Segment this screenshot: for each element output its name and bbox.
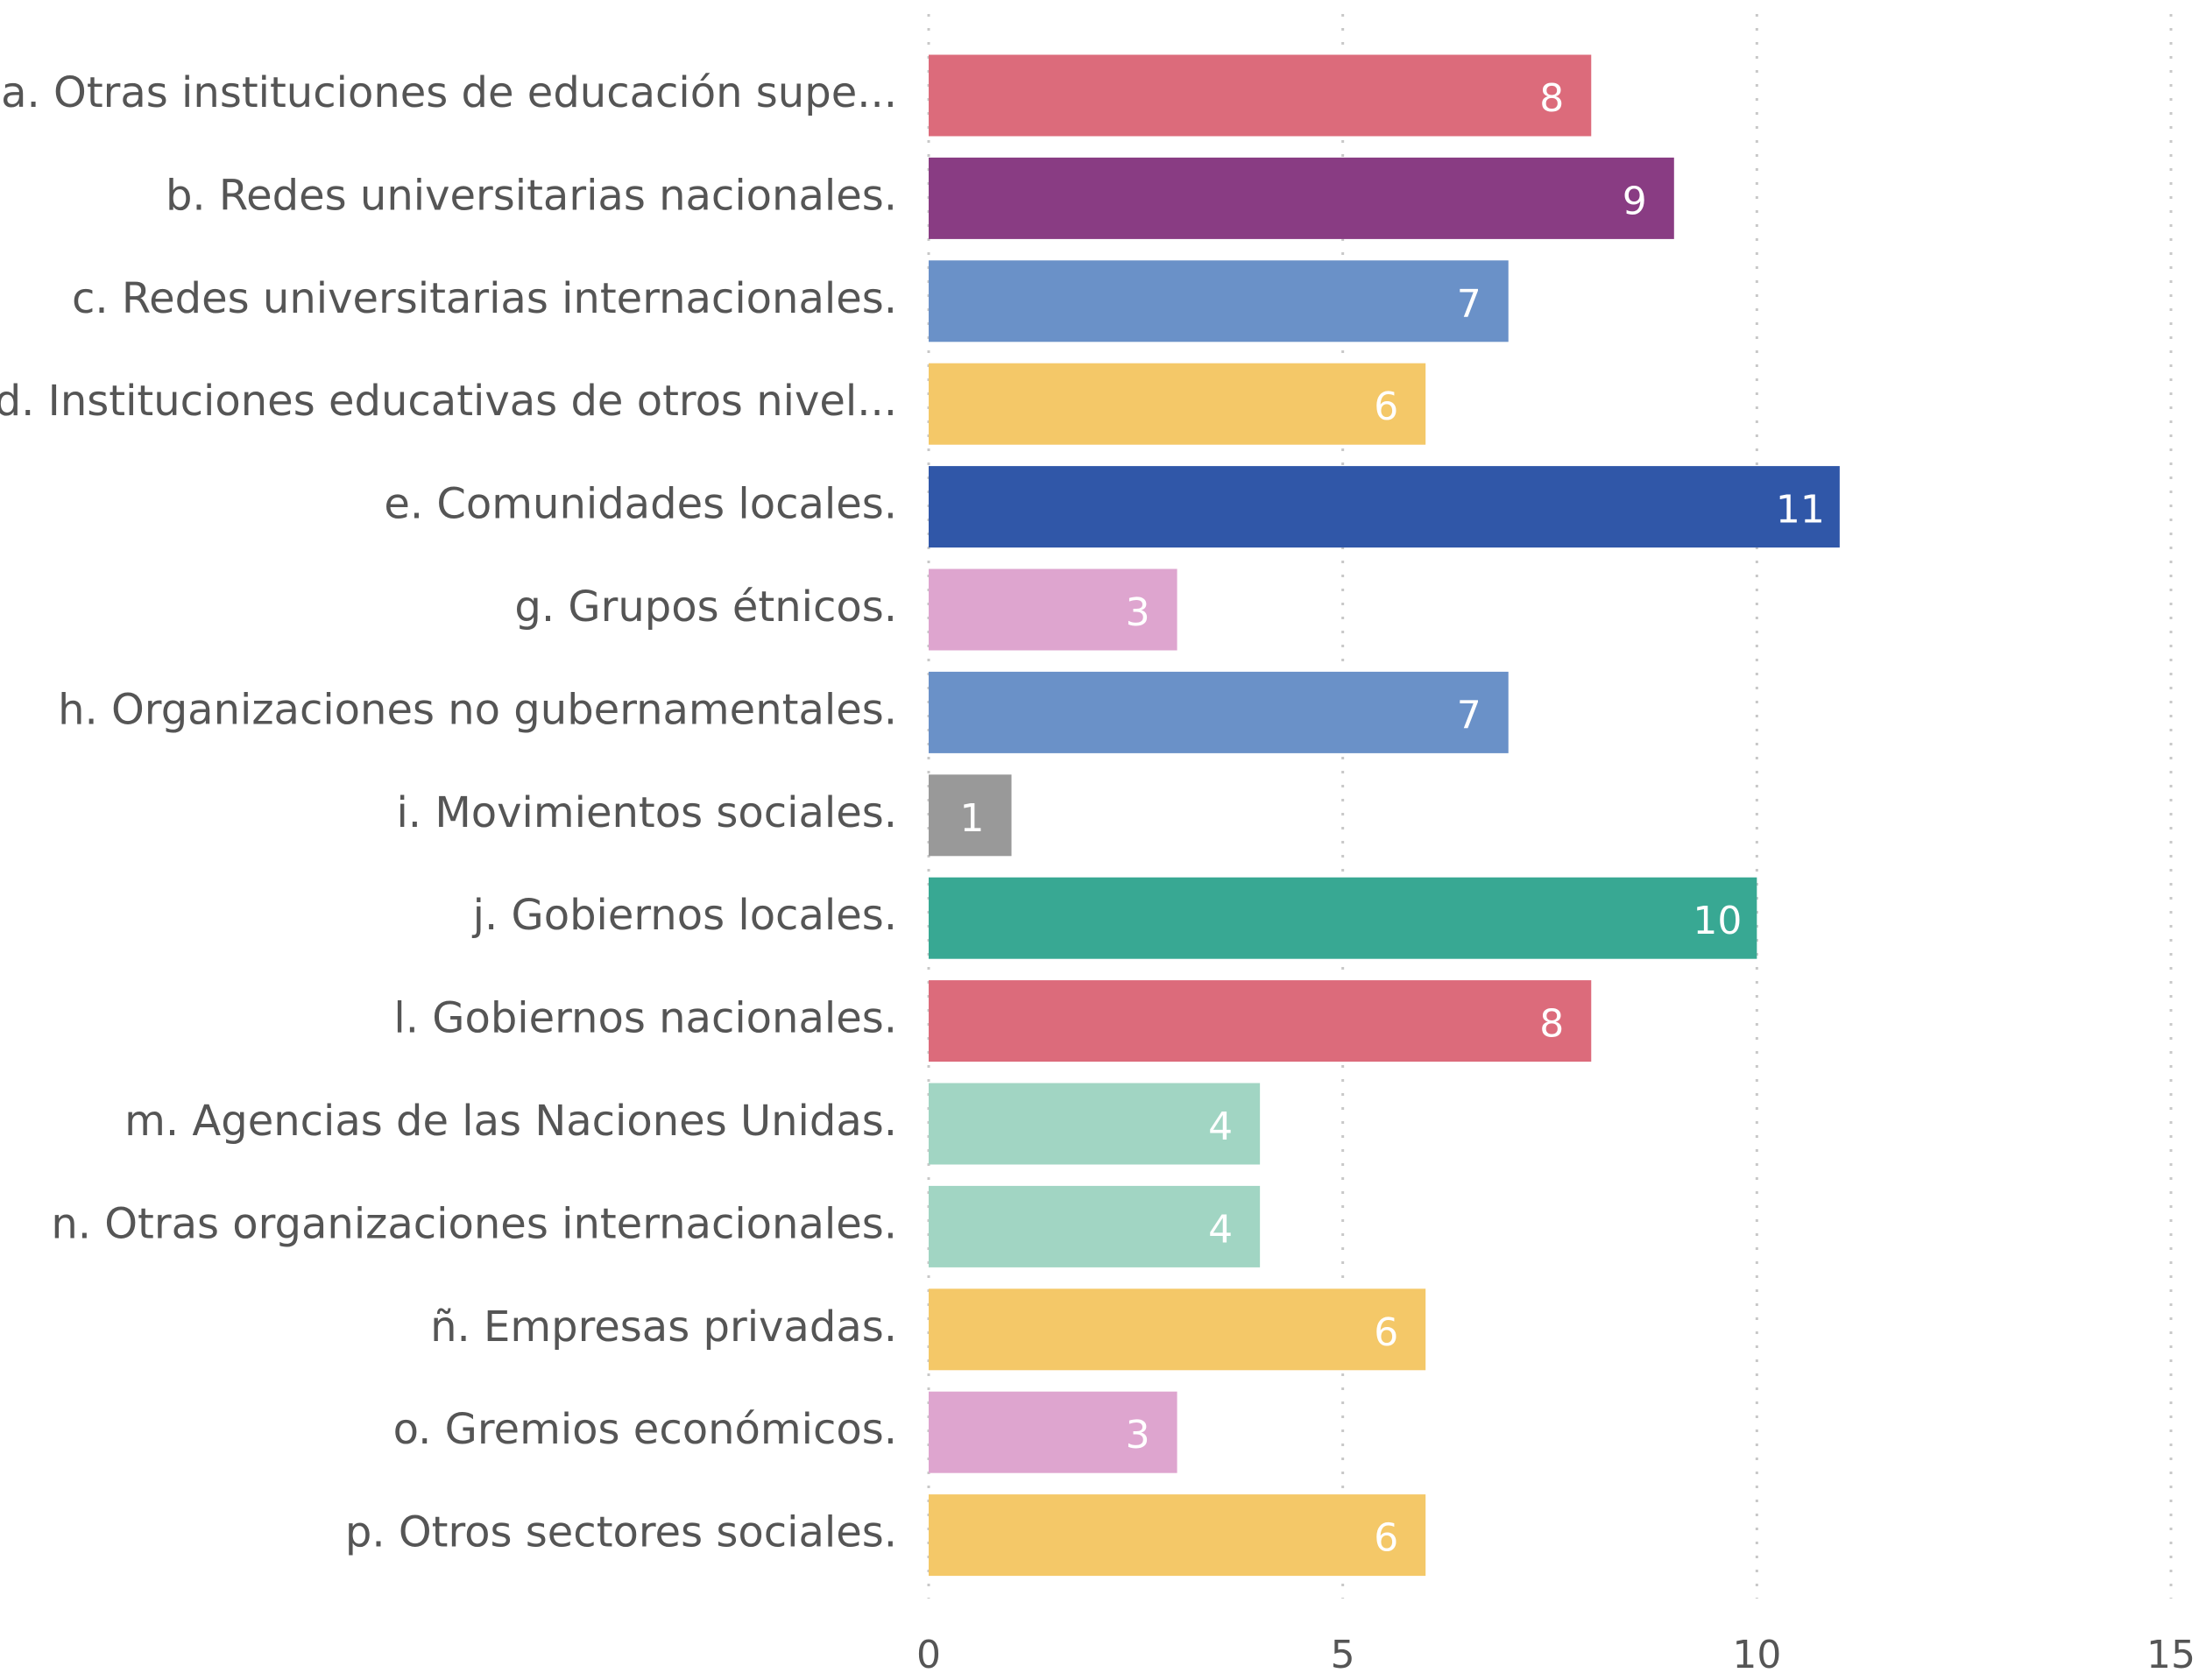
bar xyxy=(929,671,1509,753)
y-tick-label: i. Movimientos sociales. xyxy=(396,788,897,837)
bar xyxy=(929,1288,1426,1371)
bar xyxy=(929,1083,1261,1165)
bar xyxy=(929,54,1592,137)
data-label: 4 xyxy=(1208,1207,1233,1252)
bar xyxy=(929,466,1840,548)
y-tick-label: m. Agencias de las Naciones Unidas. xyxy=(124,1097,897,1146)
data-label: 6 xyxy=(1374,385,1398,429)
data-label: 7 xyxy=(1457,693,1481,738)
y-tick-label: o. Gremios económicos. xyxy=(393,1405,897,1454)
y-tick-label: a. Otras instituciones de educación supe… xyxy=(1,68,897,117)
data-label: 10 xyxy=(1693,899,1742,943)
bar xyxy=(929,157,1674,239)
data-label: 6 xyxy=(1374,1310,1398,1355)
data-label: 8 xyxy=(1539,76,1564,121)
y-tick-label: h. Organizaciones no gubernamentales. xyxy=(58,685,897,734)
data-label: 3 xyxy=(1126,590,1150,635)
data-label: 8 xyxy=(1539,1002,1564,1047)
bar xyxy=(929,363,1426,445)
y-tick-label: ñ. Empresas privadas. xyxy=(430,1302,897,1352)
data-label: 6 xyxy=(1374,1516,1398,1561)
bar xyxy=(929,260,1509,342)
y-tick-label: b. Redes universitarias nacionales. xyxy=(166,171,897,220)
y-tick-label: g. Grupos étnicos. xyxy=(514,582,897,632)
bar xyxy=(929,1391,1177,1473)
y-tick-label: p. Otros sectores sociales. xyxy=(345,1508,897,1557)
data-label: 1 xyxy=(960,796,985,841)
data-label: 7 xyxy=(1457,282,1481,327)
bar xyxy=(929,980,1592,1062)
y-tick-label: l. Gobiernos nacionales. xyxy=(393,994,897,1043)
x-tick-label: 0 xyxy=(916,1633,941,1677)
y-tick-label: j. Gobiernos locales. xyxy=(472,891,897,940)
bar xyxy=(929,568,1177,651)
y-tick-label: n. Otras organizaciones internacionales. xyxy=(51,1199,897,1248)
bar xyxy=(929,1494,1426,1577)
x-tick-label: 10 xyxy=(1732,1633,1781,1677)
x-tick-label: 5 xyxy=(1331,1633,1355,1677)
data-label: 4 xyxy=(1208,1105,1233,1149)
x-tick-label: 15 xyxy=(2146,1633,2195,1677)
y-tick-label: d. Instituciones educativas de otros niv… xyxy=(0,377,897,426)
data-label: 9 xyxy=(1623,179,1647,223)
bar xyxy=(929,774,1012,857)
y-tick-label: c. Redes universitarias internacionales. xyxy=(72,274,897,323)
bar xyxy=(929,1185,1261,1267)
bar xyxy=(929,877,1757,959)
data-label: 3 xyxy=(1126,1413,1150,1458)
y-tick-label: e. Comunidades locales. xyxy=(384,480,897,529)
data-label: 11 xyxy=(1776,488,1825,533)
